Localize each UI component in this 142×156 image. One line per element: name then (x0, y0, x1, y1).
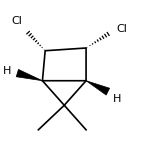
Polygon shape (16, 69, 42, 81)
Text: H: H (113, 94, 122, 104)
Text: Cl: Cl (116, 24, 127, 34)
Text: Cl: Cl (11, 16, 22, 26)
Text: H: H (3, 66, 11, 76)
Polygon shape (86, 81, 110, 95)
